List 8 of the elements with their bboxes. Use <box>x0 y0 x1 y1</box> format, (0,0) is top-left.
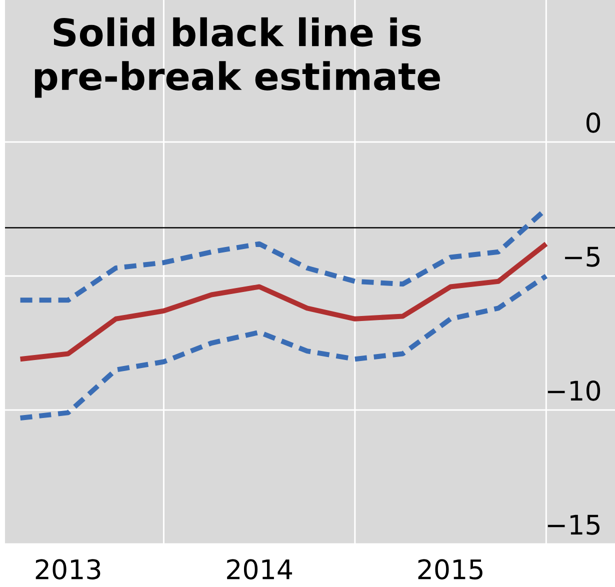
annotation: Solid black line is pre-break estimate <box>34 17 440 98</box>
x-tick-label: 2014 <box>227 559 292 580</box>
y-tick-label: 0 <box>586 112 600 133</box>
y-tick-label: −10 <box>548 380 600 401</box>
y-tick-label: −5 <box>565 246 600 267</box>
x-tick-label: 2015 <box>418 559 482 580</box>
y-tick-label: −15 <box>548 514 600 535</box>
x-tick-label: 2013 <box>36 559 100 580</box>
